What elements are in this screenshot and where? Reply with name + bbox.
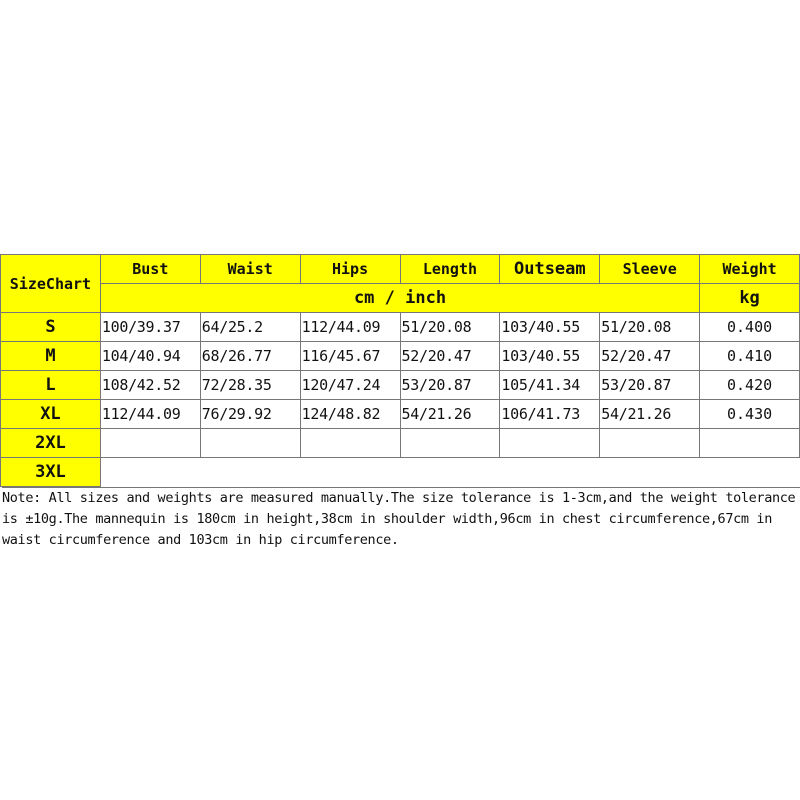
- header-bust: Bust: [99, 254, 201, 284]
- value-cell: 68/26.77: [199, 341, 301, 371]
- value-cell: 103/40.55: [499, 312, 601, 342]
- value-cell: 53/20.87: [399, 370, 501, 400]
- value-cell: 76/29.92: [199, 399, 301, 429]
- value-cell: 103/40.55: [499, 341, 601, 371]
- unit-weight: kg: [699, 283, 800, 313]
- size-cell: 3XL: [0, 457, 101, 487]
- value-cell: 51/20.08: [599, 312, 701, 342]
- value-cell: 108/42.52: [99, 370, 201, 400]
- value-cell: 106/41.73: [499, 399, 601, 429]
- size-cell: L: [0, 370, 101, 400]
- header-waist: Waist: [199, 254, 301, 284]
- header-row: SizeChart Bust Waist Hips Length Outseam…: [0, 254, 800, 313]
- header-sleeve: Sleeve: [599, 254, 701, 284]
- value-cell: 116/45.67: [299, 341, 401, 371]
- size-cell: 2XL: [0, 428, 101, 458]
- size-cell: XL: [0, 399, 101, 429]
- unit-row: cm / inch kg: [1, 283, 800, 313]
- value-cell: 112/44.09: [299, 312, 401, 342]
- value-cell: 54/21.26: [599, 399, 701, 429]
- value-cell: 54/21.26: [399, 399, 501, 429]
- value-cell: [499, 428, 601, 458]
- table-row: L 108/42.52 72/28.35 120/47.24 53/20.87 105/4…: [0, 370, 800, 400]
- value-cell: 124/48.82: [299, 399, 401, 429]
- value-cell: [399, 428, 501, 458]
- value-cell: 112/44.09: [99, 399, 201, 429]
- value-cell: 0.400: [699, 312, 800, 342]
- header-outseam: Outseam: [499, 254, 601, 284]
- value-cell: [599, 428, 701, 458]
- size-cell: M: [0, 341, 101, 371]
- value-cell: 0.430: [699, 399, 800, 429]
- note-text: Note: All sizes and weights are measured…: [2, 487, 800, 551]
- value-cell: 52/20.47: [399, 341, 501, 371]
- empty-cell: [100, 458, 799, 487]
- table-row: 3XL: [0, 457, 800, 487]
- size-cell: S: [0, 312, 101, 342]
- value-cell: [199, 428, 301, 458]
- value-cell: [299, 428, 401, 458]
- table-row: XL 112/44.09 76/29.92 124/48.82 54/21.26 106/…: [0, 399, 800, 429]
- header-length: Length: [399, 254, 501, 284]
- header-weight: Weight: [699, 254, 800, 284]
- value-cell: [699, 428, 800, 458]
- corner-label: SizeChart: [0, 254, 101, 313]
- table-row: M 104/40.94 68/26.77 116/45.67 52/20.47 103/4…: [0, 341, 800, 371]
- header-hips: Hips: [299, 254, 401, 284]
- table-row: S 100/39.37 64/25.2 112/44.09 51/20.08 103/40…: [0, 312, 800, 342]
- value-cell: 105/41.34: [499, 370, 601, 400]
- unit-measure: cm / inch: [99, 283, 701, 313]
- value-cell: 120/47.24: [299, 370, 401, 400]
- value-cell: 64/25.2: [199, 312, 301, 342]
- value-cell: 53/20.87: [599, 370, 701, 400]
- value-cell: 100/39.37: [99, 312, 201, 342]
- value-cell: 51/20.08: [399, 312, 501, 342]
- value-cell: 104/40.94: [99, 341, 201, 371]
- size-chart-table: SizeChart Bust Waist Hips Length Outseam…: [0, 254, 800, 487]
- value-cell: 52/20.47: [599, 341, 701, 371]
- value-cell: 0.410: [699, 341, 800, 371]
- value-cell: [99, 428, 201, 458]
- value-cell: 0.420: [699, 370, 800, 400]
- table-row: 2XL: [0, 428, 800, 458]
- value-cell: 72/28.35: [199, 370, 301, 400]
